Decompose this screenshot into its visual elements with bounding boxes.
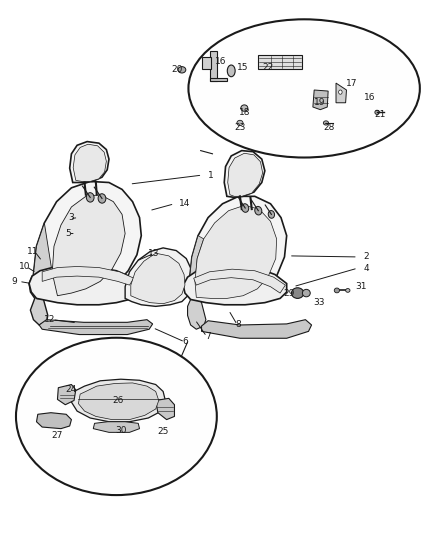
Polygon shape: [210, 78, 227, 82]
Text: 15: 15: [237, 63, 248, 71]
Text: 17: 17: [346, 78, 357, 87]
Polygon shape: [78, 383, 159, 419]
Text: 18: 18: [239, 108, 250, 117]
Polygon shape: [29, 265, 140, 305]
Text: 16: 16: [215, 58, 226, 66]
Text: 5: 5: [65, 229, 71, 238]
Text: 14: 14: [179, 199, 190, 208]
Ellipse shape: [188, 19, 420, 158]
Ellipse shape: [334, 288, 339, 293]
Text: 8: 8: [236, 320, 241, 329]
Text: 27: 27: [51, 431, 62, 440]
Ellipse shape: [291, 288, 304, 298]
Text: 25: 25: [157, 427, 168, 436]
Text: 23: 23: [234, 123, 246, 132]
Text: 21: 21: [374, 110, 385, 119]
Polygon shape: [33, 223, 52, 298]
Polygon shape: [73, 144, 106, 181]
Ellipse shape: [255, 206, 262, 215]
Text: 7: 7: [205, 332, 211, 341]
Text: 11: 11: [27, 247, 39, 256]
Polygon shape: [189, 236, 204, 298]
Polygon shape: [224, 151, 265, 197]
Polygon shape: [201, 320, 311, 338]
Text: 30: 30: [115, 426, 127, 435]
Text: 26: 26: [112, 396, 124, 405]
Ellipse shape: [339, 90, 342, 94]
Polygon shape: [258, 55, 302, 69]
Text: 12: 12: [43, 315, 55, 324]
Ellipse shape: [227, 65, 235, 77]
Ellipse shape: [98, 193, 106, 203]
Polygon shape: [125, 248, 193, 306]
Text: 19: 19: [314, 98, 326, 107]
Text: 28: 28: [323, 123, 334, 132]
Ellipse shape: [375, 110, 379, 115]
Text: 9: 9: [12, 277, 18, 286]
Polygon shape: [39, 320, 152, 335]
Ellipse shape: [237, 120, 243, 126]
Ellipse shape: [268, 211, 275, 218]
Polygon shape: [202, 56, 211, 69]
Polygon shape: [155, 398, 174, 419]
Ellipse shape: [241, 105, 248, 111]
Ellipse shape: [346, 288, 350, 292]
Polygon shape: [313, 90, 328, 110]
Ellipse shape: [302, 289, 310, 297]
Polygon shape: [29, 273, 48, 325]
Ellipse shape: [178, 67, 186, 73]
Polygon shape: [336, 83, 346, 103]
Text: 22: 22: [263, 63, 274, 71]
Polygon shape: [189, 196, 287, 301]
Text: 3: 3: [68, 213, 74, 222]
Ellipse shape: [16, 338, 217, 495]
Text: 33: 33: [313, 298, 325, 307]
Polygon shape: [33, 181, 141, 298]
Polygon shape: [70, 142, 109, 182]
Text: 31: 31: [355, 282, 367, 291]
Text: 29: 29: [284, 288, 295, 297]
Polygon shape: [52, 195, 125, 296]
Polygon shape: [183, 265, 287, 305]
Text: 6: 6: [182, 337, 187, 346]
Polygon shape: [71, 379, 166, 422]
Polygon shape: [93, 422, 140, 432]
Text: 16: 16: [364, 93, 375, 102]
Polygon shape: [131, 253, 185, 304]
Polygon shape: [183, 274, 206, 329]
Ellipse shape: [86, 192, 94, 202]
Ellipse shape: [242, 204, 249, 212]
Ellipse shape: [323, 121, 328, 125]
Polygon shape: [228, 154, 263, 196]
Text: 4: 4: [363, 264, 369, 272]
Polygon shape: [195, 205, 277, 298]
Polygon shape: [210, 51, 217, 82]
Polygon shape: [42, 266, 134, 285]
Text: 13: 13: [148, 249, 160, 258]
Polygon shape: [57, 384, 76, 405]
Text: 1: 1: [208, 171, 214, 180]
Text: 2: 2: [363, 253, 369, 261]
Polygon shape: [194, 269, 286, 293]
Text: 10: 10: [19, 262, 31, 271]
Text: 20: 20: [171, 66, 182, 74]
Polygon shape: [36, 413, 71, 429]
Text: 24: 24: [65, 385, 77, 394]
